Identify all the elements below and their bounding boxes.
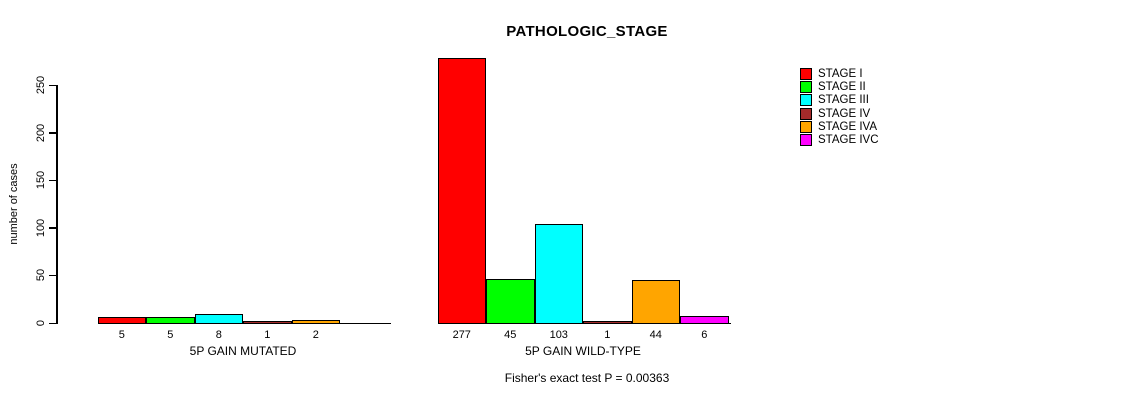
chart-title: PATHOLOGIC_STAGE (506, 23, 668, 40)
legend-row: STAGE III (800, 94, 879, 107)
y-tick-mark (49, 84, 56, 86)
fisher-test-annotation: Fisher's exact test P = 0.00363 (504, 371, 670, 385)
legend-label: STAGE IVC (818, 134, 879, 147)
y-tick-label: 0 (35, 319, 47, 327)
legend-label: STAGE IVA (818, 121, 878, 134)
bar (194, 314, 243, 324)
bar-value-label: 277 (452, 329, 471, 341)
y-tick-label: 200 (35, 123, 47, 142)
bar-value-label: 5 (167, 329, 174, 341)
y-tick-mark (49, 227, 56, 229)
y-tick-mark (49, 132, 56, 134)
y-tick-mark (49, 274, 56, 277)
bar-value-label: 2 (312, 329, 319, 341)
legend-row: STAGE IV (800, 107, 879, 120)
bar-value-label: 5 (118, 329, 125, 341)
bar-value-label: 45 (504, 329, 517, 341)
legend-swatch (800, 121, 812, 134)
legend-swatch (800, 107, 812, 120)
legend: STAGE I STAGE II STAGE III STAGE IV STAGE IV… (800, 67, 879, 147)
bar (243, 321, 292, 324)
y-tick-label: 150 (35, 171, 47, 190)
legend-swatch (800, 81, 812, 94)
bar (631, 280, 680, 324)
bar (146, 317, 195, 324)
legend-swatch (800, 134, 812, 147)
legend-swatch (800, 67, 812, 80)
legend-label: STAGE II (818, 81, 866, 94)
legend-row: STAGE IVA (800, 120, 879, 134)
bar-value-label: 6 (701, 329, 708, 341)
bar (97, 317, 146, 324)
bar-value-label: 1 (264, 329, 271, 341)
bar-value-label: 8 (215, 329, 222, 341)
bar (437, 58, 486, 324)
legend-label: STAGE I (818, 67, 863, 80)
bar-value-label: 103 (549, 329, 568, 341)
bar (583, 321, 632, 324)
legend-label: STAGE III (818, 94, 869, 107)
y-axis-line (56, 85, 58, 324)
bar-value-label: 1 (604, 329, 611, 341)
legend-row: STAGE II (800, 80, 879, 94)
y-tick-label: 250 (35, 75, 47, 95)
bar (291, 320, 340, 324)
x-axis-group-label: 5P GAIN WILD-TYPE (525, 344, 641, 358)
legend-row: STAGE I (800, 67, 879, 80)
y-tick-label: 100 (35, 218, 47, 237)
bar (534, 224, 583, 324)
bar (486, 279, 535, 324)
x-axis-group-label: 5P GAIN MUTATED (189, 344, 297, 358)
y-tick-label: 50 (35, 269, 47, 282)
legend-swatch (800, 94, 812, 107)
y-tick-mark (49, 179, 56, 182)
legend-row: STAGE IVC (800, 134, 879, 147)
y-axis-label: number of cases (8, 163, 20, 245)
y-tick-mark (49, 322, 56, 324)
bar-value-label: 44 (649, 329, 662, 341)
bar (680, 316, 729, 324)
legend-label: STAGE IV (818, 107, 871, 120)
